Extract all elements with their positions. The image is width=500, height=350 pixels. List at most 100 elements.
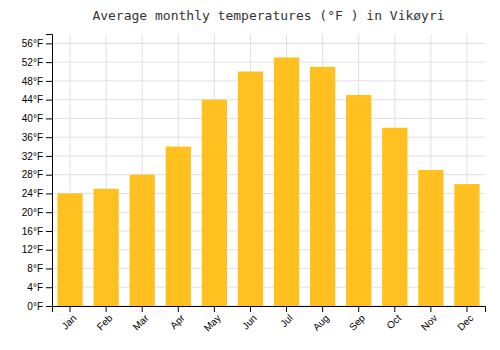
y-tick-mark	[46, 306, 52, 307]
y-tick-label: 48°F	[22, 76, 43, 87]
bar	[454, 184, 479, 306]
y-axis: 0°F 4°F 8°F 12°F 16°F 20°F 24°F 28°F 32°F 36°F 40°…	[22, 35, 53, 312]
y-tick: 32°F	[22, 151, 52, 162]
y-tick-label: 20°F	[22, 207, 43, 218]
x-tick: Oct	[384, 306, 403, 331]
y-tick-mark	[46, 137, 52, 138]
y-tick: 24°F	[22, 188, 52, 199]
title: Average monthly temperatures (°F ) in Vi…	[92, 8, 444, 23]
y-tick: 36°F	[22, 132, 52, 143]
chart: Jan Feb Mar Apr May Jun Jul Aug Sep Oct Nov Dec 0°F 4…	[0, 0, 500, 350]
x-tick-label: Oct	[384, 312, 403, 331]
x-tick-label: Apr	[168, 312, 187, 331]
x-tick: Sep	[347, 306, 368, 333]
x-tick: Nov	[419, 306, 439, 333]
y-grid-line	[52, 80, 485, 81]
y-tick: 12°F	[22, 244, 52, 255]
x-tick-label: Nov	[419, 312, 439, 332]
x-tick: Aug	[311, 306, 331, 333]
y-grid-line	[52, 99, 485, 100]
y-tick-label: 24°F	[22, 188, 43, 199]
bar	[418, 170, 443, 306]
x-tick-mark	[250, 306, 251, 312]
x-tick-mark	[394, 306, 395, 312]
x-tick-label: Sep	[347, 312, 368, 333]
grid	[52, 34, 485, 306]
y-tick: 40°F	[22, 113, 52, 124]
x-axis-line	[53, 307, 486, 313]
bar	[93, 189, 118, 306]
y-tick-mark	[46, 287, 52, 288]
y-grid-line	[52, 43, 485, 44]
x-tick-label: Jul	[278, 312, 295, 329]
x-tick: Jan	[59, 306, 78, 332]
y-tick-mark	[46, 100, 52, 101]
y-tick-mark	[46, 193, 52, 194]
bar	[57, 193, 82, 306]
x-tick-label: Feb	[95, 312, 115, 332]
bar	[238, 72, 263, 306]
x-tick: Feb	[95, 306, 115, 332]
bar	[166, 147, 191, 306]
y-tick-label: 4°F	[27, 282, 43, 293]
y-tick: 52°F	[22, 57, 52, 68]
x-tick-label: Aug	[311, 312, 331, 332]
x-axis: Jan Feb Mar Apr May Jun Jul Aug Sep Oct Nov Dec	[53, 306, 486, 334]
y-tick-label: 52°F	[22, 57, 43, 68]
y-tick: 0°F	[27, 301, 52, 312]
x-tick-label: May	[202, 312, 223, 333]
x-tick-mark	[214, 306, 215, 312]
x-tick: May	[202, 306, 223, 334]
y-grid-line	[52, 118, 485, 119]
y-tick: 4°F	[27, 282, 52, 293]
y-tick-label: 0°F	[27, 301, 43, 312]
y-axis-line	[46, 35, 53, 307]
x-tick-mark	[322, 306, 323, 312]
bar	[382, 128, 407, 306]
x-tick-mark	[70, 306, 71, 312]
y-grid-line	[52, 137, 485, 138]
bars	[57, 57, 479, 306]
y-tick-mark	[46, 212, 52, 213]
x-tick-label: Dec	[455, 312, 475, 332]
x-tick: Apr	[168, 306, 187, 331]
x-tick-mark	[286, 306, 287, 312]
y-tick-mark	[46, 62, 52, 63]
plot: Jan Feb Mar Apr May Jun Jul Aug Sep Oct Nov Dec 0°F 4…	[22, 34, 486, 334]
y-tick-mark	[46, 43, 52, 44]
y-tick-mark	[46, 175, 52, 176]
y-tick-label: 12°F	[22, 244, 43, 255]
x-tick-label: Mar	[131, 312, 151, 332]
x-tick-mark	[466, 306, 467, 312]
x-tick-mark	[178, 306, 179, 312]
y-tick-mark	[46, 231, 52, 232]
y-tick: 8°F	[27, 263, 52, 274]
y-tick-mark	[46, 250, 52, 251]
x-tick-mark	[358, 306, 359, 312]
y-tick: 28°F	[22, 169, 52, 180]
x-tick-mark	[430, 306, 431, 312]
y-grid-line	[52, 155, 485, 156]
y-tick-label: 56°F	[22, 38, 43, 49]
bar	[346, 95, 371, 306]
bar	[274, 57, 299, 306]
y-tick: 16°F	[22, 226, 52, 237]
x-tick: Dec	[455, 306, 475, 333]
bar	[202, 100, 227, 306]
y-tick-mark	[46, 81, 52, 82]
x-tick-mark	[106, 306, 107, 312]
y-tick-label: 44°F	[22, 94, 43, 105]
y-tick: 48°F	[22, 76, 52, 87]
y-grid-line	[52, 62, 485, 63]
y-tick: 56°F	[22, 38, 52, 49]
x-tick: Jun	[240, 306, 259, 332]
x-tick-mark	[142, 306, 143, 312]
y-tick: 20°F	[22, 207, 52, 218]
y-tick-label: 16°F	[22, 226, 43, 237]
y-tick-label: 8°F	[27, 263, 43, 274]
bar	[130, 175, 155, 306]
y-tick: 44°F	[22, 94, 52, 105]
x-tick-label: Jun	[240, 312, 259, 331]
y-tick-mark	[46, 156, 52, 157]
y-tick-mark	[46, 268, 52, 269]
